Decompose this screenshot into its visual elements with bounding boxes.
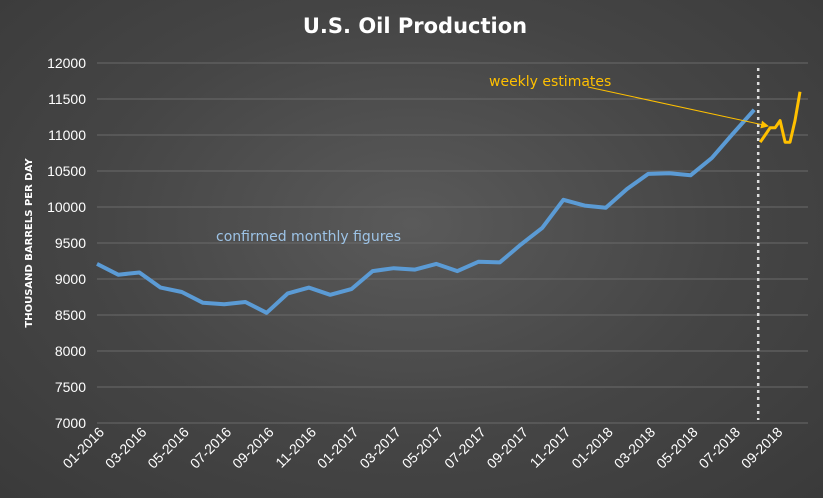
x-tick-label: 07-2018 <box>695 424 743 472</box>
y-tick-labels: 12000 11500 11000 10500 10000 9500 9000 8500 800… <box>47 55 86 431</box>
series-lines <box>96 91 802 315</box>
y-tick-label: 7000 <box>55 415 86 431</box>
x-tick-label: 09-2018 <box>738 424 786 472</box>
annotation-weekly-arrow <box>587 86 769 129</box>
annotation-monthly: confirmed monthly figures <box>216 229 401 245</box>
x-tick-label: 05-2018 <box>653 424 701 472</box>
y-tick-label: 11500 <box>48 91 86 107</box>
y-tick-label: 9500 <box>55 235 86 251</box>
x-tick-labels: 01-201603-201605-201607-201609-201611-20… <box>59 424 785 472</box>
x-tick-label: 03-2018 <box>611 424 659 472</box>
y-tick-label: 7500 <box>55 379 86 395</box>
series-line-weekly <box>758 91 802 144</box>
y-axis-label: THOUSAND BARRELS PER DAY <box>24 158 35 328</box>
y-tick-label: 8000 <box>55 343 86 359</box>
y-tick-label: 8500 <box>55 307 86 323</box>
x-tick-label: 09-2017 <box>483 424 531 472</box>
x-tick-label: 01-2018 <box>568 424 616 472</box>
x-tick-label: 11-2017 <box>527 424 574 471</box>
x-tick-label: 01-2017 <box>314 424 362 472</box>
gridlines <box>97 62 808 424</box>
x-tick-label: 07-2016 <box>187 424 235 472</box>
y-tick-label: 9000 <box>55 271 86 287</box>
x-tick-label: 07-2017 <box>441 424 489 472</box>
chart-title: U.S. Oil Production <box>303 14 527 38</box>
x-tick-label: 09-2016 <box>229 424 277 472</box>
y-tick-label: 12000 <box>47 55 86 71</box>
x-tick-label: 05-2017 <box>399 424 447 472</box>
y-tick-label: 11000 <box>48 127 86 143</box>
x-tick-label: 05-2016 <box>144 424 192 472</box>
series-line-monthly <box>96 108 756 315</box>
x-tick-label: 03-2017 <box>356 424 404 472</box>
y-tick-label: 10000 <box>47 199 86 215</box>
x-tick-label: 03-2016 <box>102 424 150 472</box>
y-tick-label: 10500 <box>47 163 86 179</box>
annotation-weekly: weekly estimates <box>489 74 611 90</box>
x-tick-label: 11-2016 <box>272 424 319 471</box>
